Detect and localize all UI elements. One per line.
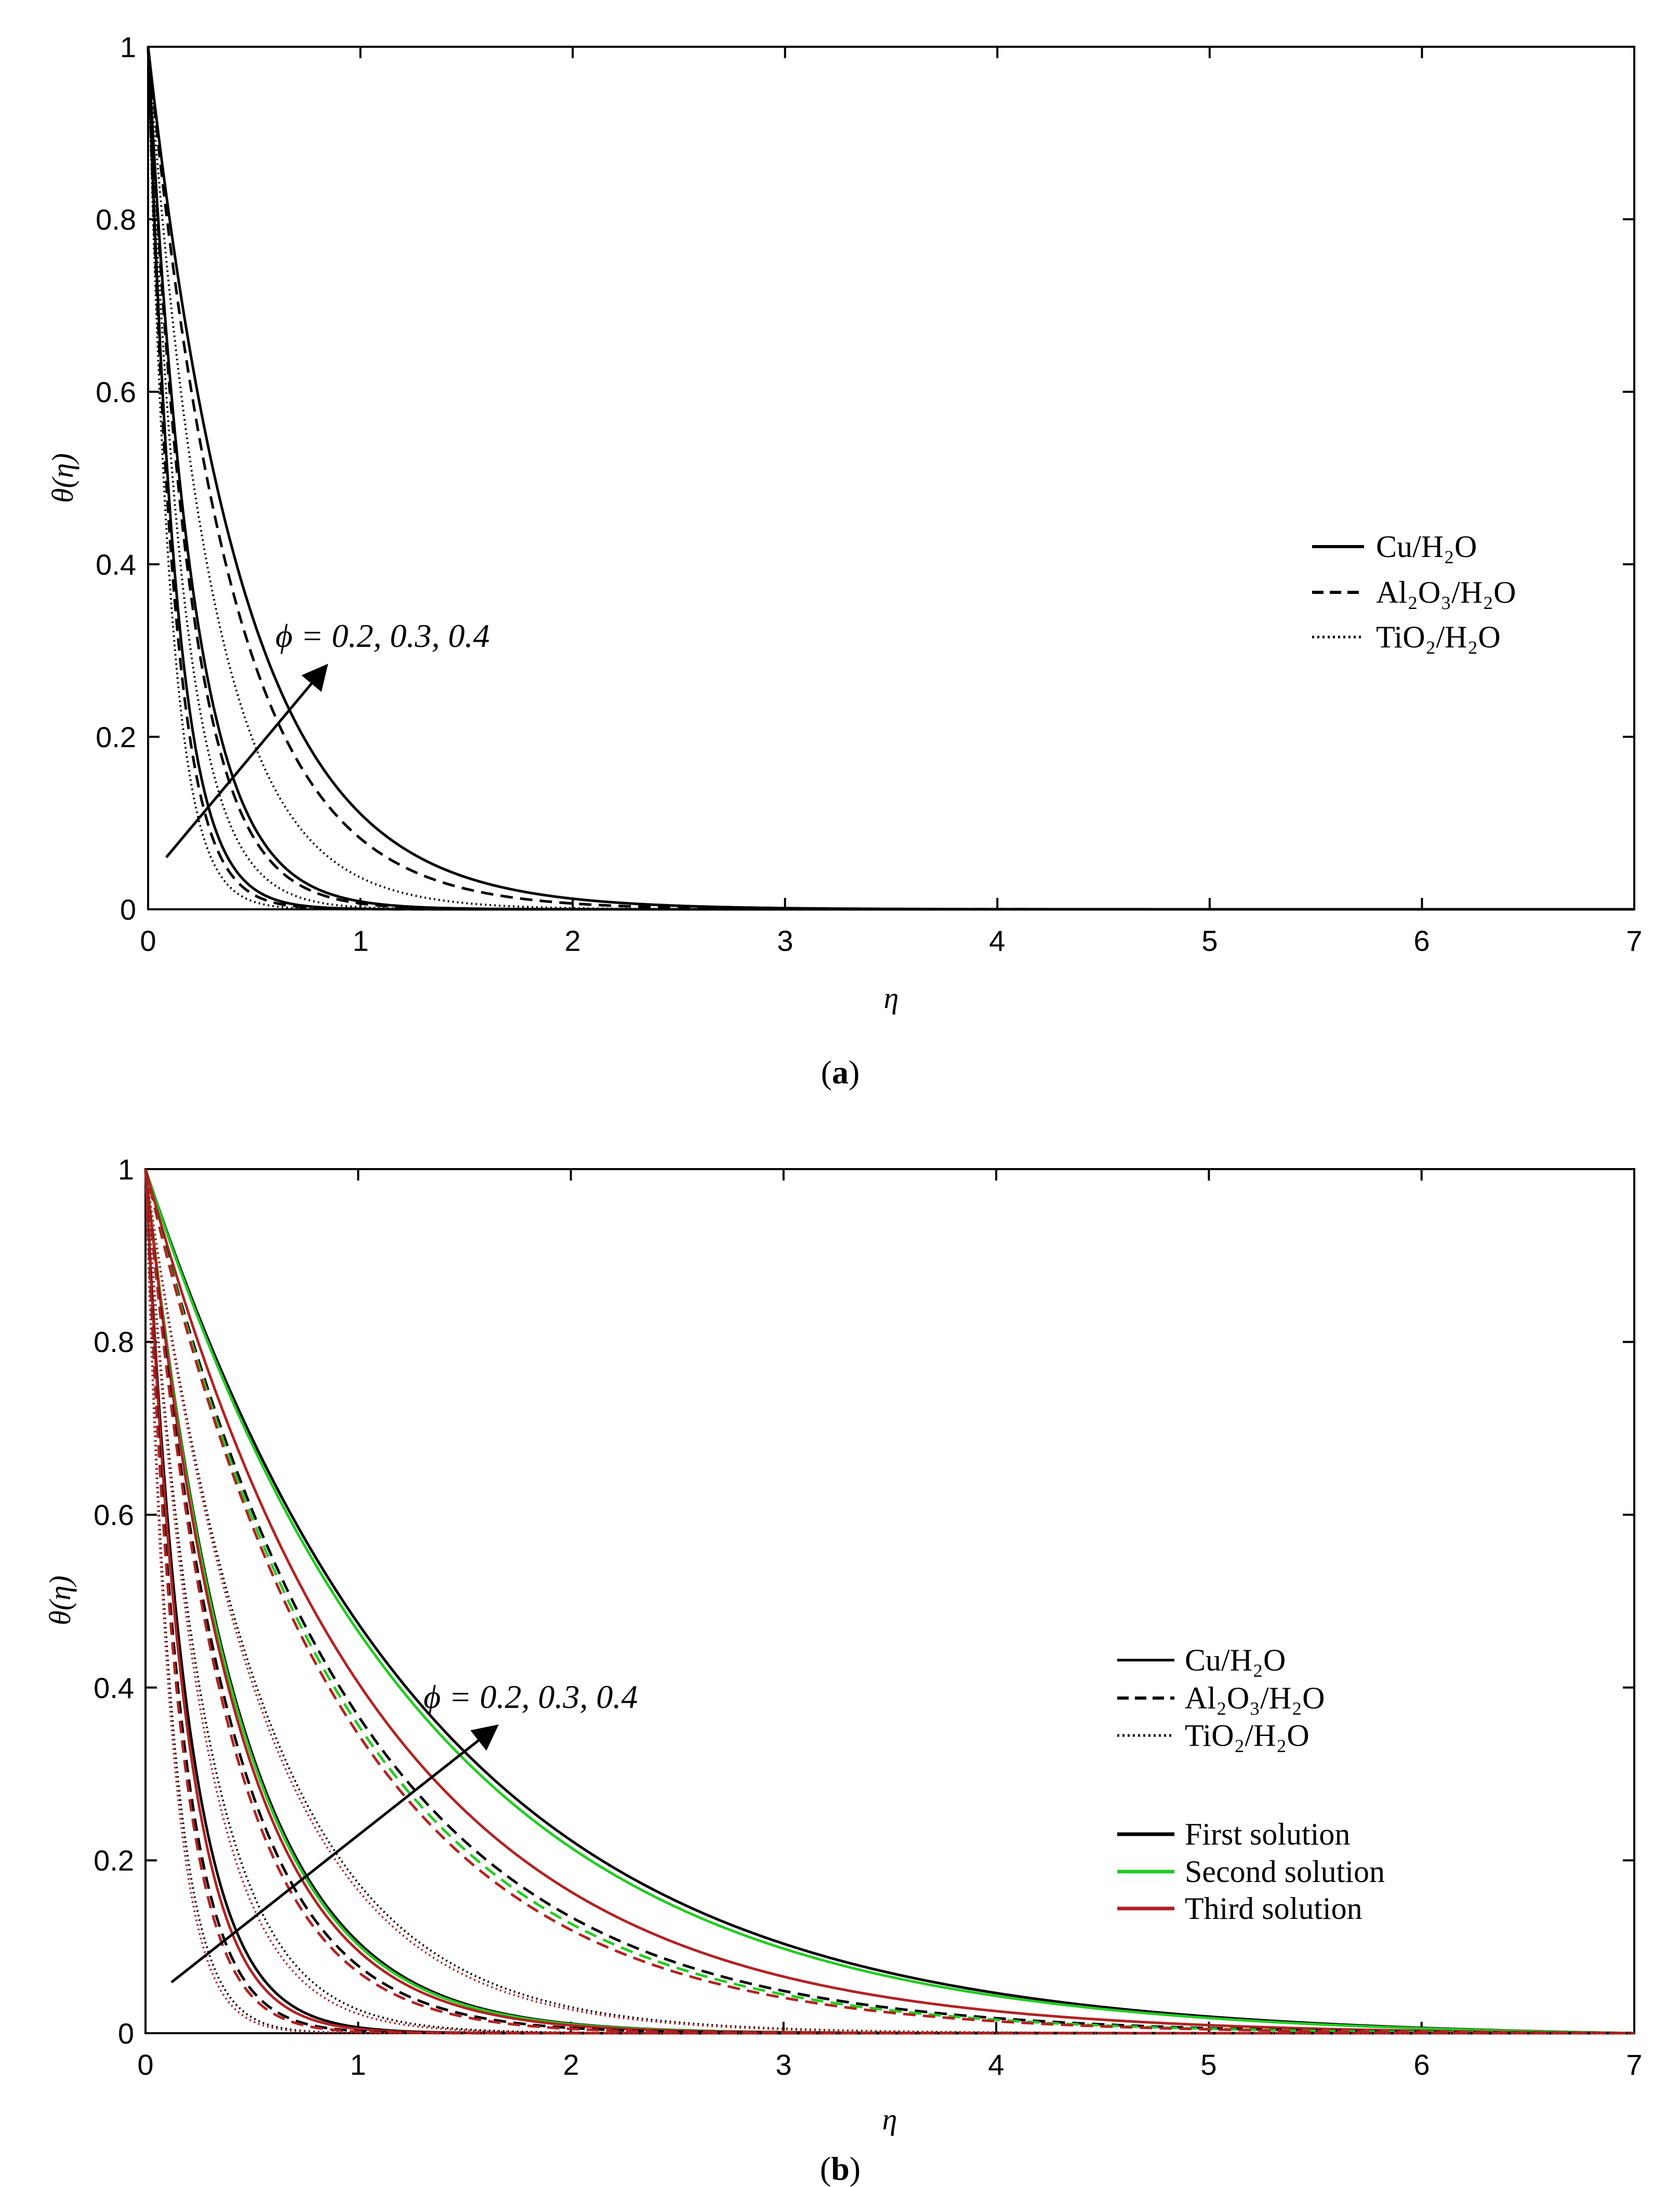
series-line: Cu/H₂O, ϕ = 0.2 (147, 46, 1634, 911)
panel-b-xtick-label: 3 (775, 2048, 791, 2081)
panel-a-y-axis-label: θ(η) (46, 453, 80, 503)
series-line: TiO₂/H₂O, ϕ = 0.2 (147, 46, 1634, 910)
panel-a-ytick-label: 0.8 (96, 203, 136, 236)
caption-open-paren: ( (821, 1054, 832, 1091)
legend-entry-cu: Cu/H₂O (1185, 1643, 1286, 1677)
series-line: TiO₂/H₂O ϕ=0.4 third (144, 1169, 1634, 2034)
legend-entry-al2o3: Al₂O₃/H₂O (1376, 575, 1516, 609)
series-line: Cu/H₂O ϕ=0.4 second (144, 1169, 1635, 2035)
panel-a-ytick-label: 0.2 (96, 721, 136, 753)
panel-b-xtick-label: 6 (1413, 2048, 1430, 2081)
caption-letter: b (831, 2150, 850, 2187)
panel-b-y-axis-label: θ(η) (43, 1575, 77, 1625)
panel-b-x-axis-label: η (882, 2102, 897, 2136)
caption-open-paren: ( (820, 2150, 831, 2187)
series-line: Cu/H₂O, ϕ = 0.3 (147, 46, 1634, 911)
panel-b-ytick-label: 1 (118, 1153, 134, 1186)
panel-a-ytick-label: 0.4 (96, 548, 136, 581)
panel-b-legend: Cu/H₂O Al₂O₃/H₂O TiO₂/H₂O (1117, 1643, 1325, 1753)
panel-b-ytick-label: 0.4 (94, 1672, 134, 1704)
panel-a-ytick-label: 0 (120, 893, 136, 926)
panel-a-xtick-label: 5 (1201, 924, 1218, 957)
panel-b-ytick-label: 0.8 (94, 1326, 134, 1358)
panel-b-ytick-label: 0 (118, 2017, 134, 2050)
panel-a-xtick-label: 6 (1413, 924, 1430, 957)
panel-a-phi-arrow (165, 664, 328, 858)
panel-a-xtick-label: 4 (989, 924, 1005, 957)
panel-a-legend: Cu/H₂O Al₂O₃/H₂O TiO₂/H₂O (1312, 529, 1516, 654)
panel-a-caption: (a) (821, 1054, 860, 1091)
panel-a-xtick-label: 0 (140, 924, 156, 957)
legend-entry-third-solution: Third solution (1185, 1891, 1362, 1926)
legend-entry-cu: Cu/H₂O (1376, 529, 1477, 564)
panel-b-xtick-label: 1 (350, 2048, 366, 2081)
legend-entry-tio2: TiO₂/H₂O (1376, 620, 1501, 654)
panel-a-phi-annotation: ϕ = 0.2, 0.3, 0.4 (275, 617, 490, 654)
panel-a-xtick-label: 7 (1626, 924, 1642, 957)
panel-b-chart: Cu/H₂O ϕ=0.4 firstCu/H₂O ϕ=0.4 secondCu/… (43, 1153, 1643, 2187)
series-line: TiO₂/H₂O, ϕ = 0.3 (147, 46, 1634, 910)
panel-b-xtick-label: 7 (1626, 2048, 1642, 2081)
panel-a-ytick-label: 1 (120, 31, 136, 63)
panel-b-solution-legend: First solution Second solution Third sol… (1117, 1817, 1385, 1926)
legend-entry-al2o3: Al₂O₃/H₂O (1185, 1681, 1325, 1715)
series-line: Cu/H₂O ϕ=0.4 third (144, 1169, 1634, 2035)
panel-b-caption: (b) (820, 2150, 861, 2187)
panel-b-xtick-label: 2 (563, 2048, 579, 2081)
series-line: Cu/H₂O, ϕ = 0.4 (147, 46, 1634, 911)
panel-a-chart: Cu/H₂O, ϕ = 0.2Cu/H₂O, ϕ = 0.3Cu/H₂O, ϕ … (46, 31, 1643, 1091)
panel-b-xtick-label: 5 (1200, 2048, 1216, 2081)
panel-a-x-axis-label: η (884, 981, 899, 1015)
panel-a-xtick-label: 3 (777, 924, 793, 957)
panel-b-ytick-label: 0.2 (94, 1844, 134, 1877)
panel-b-xtick-label: 0 (137, 2048, 153, 2081)
series-line: Al₂O₃/H₂O, ϕ = 0.2 (147, 46, 1634, 911)
panel-b-xtick-label: 4 (988, 2048, 1004, 2081)
legend-entry-second-solution: Second solution (1185, 1854, 1385, 1889)
series-line: Al₂O₃/H₂O, ϕ = 0.3 (147, 46, 1634, 911)
caption-close-paren: ) (850, 2150, 861, 2187)
legend-entry-first-solution: First solution (1185, 1817, 1350, 1851)
caption-letter: a (832, 1054, 849, 1091)
series-line: TiO₂/H₂O, ϕ = 0.4 (147, 46, 1634, 910)
panel-a-curves: Cu/H₂O, ϕ = 0.2Cu/H₂O, ϕ = 0.3Cu/H₂O, ϕ … (147, 46, 1634, 911)
panel-a-ticks (147, 46, 1635, 910)
panel-b-phi-arrow (170, 1724, 499, 1983)
series-line: TiO₂/H₂O ϕ=0.2 third (144, 1169, 1634, 2034)
panel-a-xtick-label: 2 (564, 924, 580, 957)
caption-close-paren: ) (849, 1054, 859, 1091)
panel-a-axes-frame (147, 46, 1635, 910)
panel-b-curves: Cu/H₂O ϕ=0.4 firstCu/H₂O ϕ=0.4 secondCu/… (144, 1169, 1635, 2035)
panel-b-ytick-label: 0.6 (94, 1499, 134, 1531)
legend-entry-tio2: TiO₂/H₂O (1185, 1718, 1309, 1753)
panel-b-phi-annotation: ϕ = 0.2, 0.3, 0.4 (424, 1678, 638, 1715)
panel-a-ytick-label: 0.6 (96, 376, 136, 408)
panel-a-xtick-label: 1 (352, 924, 368, 957)
series-line: Al₂O₃/H₂O, ϕ = 0.4 (147, 46, 1634, 911)
